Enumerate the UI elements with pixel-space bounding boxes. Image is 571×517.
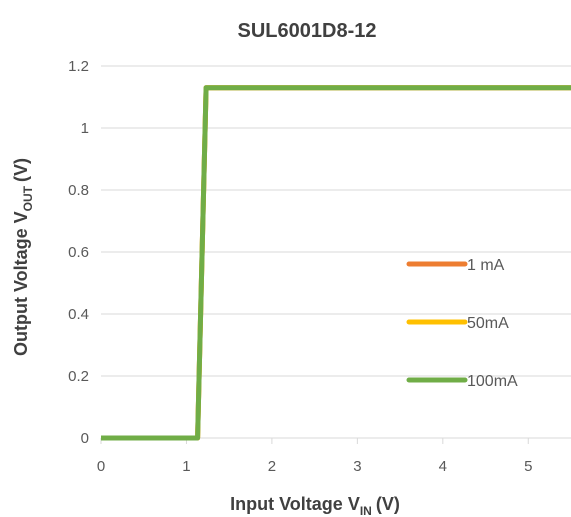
x-axis-title-subscript: IN bbox=[360, 504, 372, 517]
y-tick-label: 0 bbox=[81, 430, 89, 447]
x-tick-label: 1 bbox=[182, 458, 190, 475]
x-axis-title-main: Input Voltage V bbox=[230, 494, 360, 514]
y-tick-label: 0.8 bbox=[68, 182, 89, 199]
legend: 1 mA 50mA 100mA bbox=[406, 257, 518, 390]
chart-title: SUL6001D8-12 bbox=[238, 20, 377, 42]
y-axis-title-unit: (V) bbox=[11, 158, 31, 182]
x-axis-title-unit: (V) bbox=[376, 494, 400, 514]
series-line bbox=[101, 85, 571, 441]
y-axis-title-main: Output Voltage V bbox=[11, 211, 31, 356]
legend-label: 100mA bbox=[467, 373, 518, 390]
y-tick-label: 0.4 bbox=[68, 306, 89, 323]
series-lines bbox=[101, 85, 571, 441]
x-tick-labels: 0 1 2 3 4 5 bbox=[97, 458, 533, 475]
y-tick-label: 0.2 bbox=[68, 368, 89, 385]
legend-label: 1 mA bbox=[467, 257, 505, 274]
x-tick-label: 4 bbox=[439, 458, 447, 475]
legend-label: 50mA bbox=[467, 315, 509, 332]
y-tick-label: 0.6 bbox=[68, 244, 89, 261]
x-tick-label: 3 bbox=[353, 458, 361, 475]
x-axis-title: Input Voltage VIN (V) bbox=[230, 494, 400, 517]
x-tick-label: 2 bbox=[268, 458, 276, 475]
y-tick-labels: 0 0.2 0.4 0.6 0.8 1 1.2 bbox=[68, 58, 89, 447]
x-tick-label: 0 bbox=[97, 458, 105, 475]
grid-lines bbox=[101, 65, 571, 377]
y-tick-label: 1 bbox=[81, 120, 89, 137]
x-tick-label: 5 bbox=[524, 458, 532, 475]
y-tick-label: 1.2 bbox=[68, 58, 89, 75]
y-axis-title-subscript: OUT bbox=[21, 185, 35, 211]
y-axis-title: Output Voltage VOUT (V) bbox=[11, 158, 35, 356]
